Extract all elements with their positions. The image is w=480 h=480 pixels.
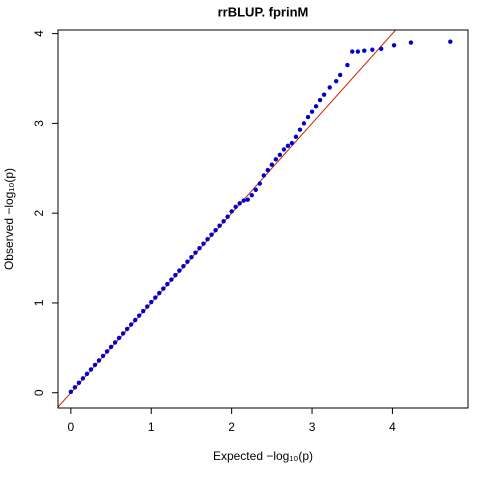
point (337, 72, 343, 78)
point (261, 173, 267, 178)
point (100, 353, 106, 359)
reference-line (58, 30, 397, 408)
point (249, 193, 254, 198)
point (96, 358, 102, 363)
point (269, 162, 275, 167)
point (72, 385, 78, 390)
point (225, 214, 230, 219)
point (253, 187, 258, 193)
point (241, 198, 246, 203)
point (301, 121, 307, 126)
point (350, 49, 355, 54)
point (193, 250, 198, 255)
point (169, 277, 174, 282)
y-tick-label: 0 (32, 389, 46, 396)
x-tick-label: 0 (68, 420, 75, 434)
point (345, 62, 350, 68)
point (68, 389, 74, 395)
y-tick-label: 3 (32, 120, 46, 127)
point (237, 201, 242, 206)
point (362, 48, 367, 53)
point (265, 167, 271, 173)
point (189, 254, 194, 260)
point (157, 290, 162, 296)
point (153, 295, 158, 300)
point (149, 299, 154, 305)
point (289, 140, 295, 146)
y-tick-label: 1 (32, 299, 46, 306)
point (104, 349, 110, 354)
point (145, 304, 150, 309)
point (132, 317, 138, 323)
x-tick-label: 2 (228, 420, 235, 434)
point (355, 49, 361, 54)
point (141, 308, 146, 314)
point (201, 241, 206, 246)
point (108, 344, 114, 350)
point (217, 223, 222, 228)
point (173, 272, 178, 278)
point (197, 245, 202, 251)
x-tick-label: 1 (148, 420, 155, 434)
point (181, 263, 186, 269)
point (120, 331, 126, 336)
point (88, 367, 94, 372)
point (229, 209, 234, 214)
point (257, 181, 262, 186)
point (309, 109, 315, 114)
point (293, 134, 299, 140)
point (76, 380, 82, 386)
point (221, 219, 226, 224)
point (233, 204, 238, 210)
y-axis-label: Observed −log₁₀(p) (2, 168, 16, 270)
point (370, 47, 375, 52)
point (327, 85, 332, 90)
point (321, 92, 327, 97)
point (185, 259, 190, 264)
point (165, 281, 170, 287)
point (209, 232, 214, 237)
point (136, 313, 142, 318)
point (313, 104, 319, 109)
point (333, 78, 339, 84)
x-tick-label: 4 (389, 420, 396, 434)
point (92, 362, 98, 368)
point (391, 43, 397, 48)
point (297, 127, 303, 132)
point (116, 335, 122, 341)
point (205, 237, 210, 242)
x-axis-label: Expected −log₁₀(p) (213, 449, 313, 463)
point (128, 322, 134, 327)
point (408, 40, 414, 45)
point (273, 157, 279, 162)
point (448, 39, 453, 44)
point (317, 97, 323, 103)
point (285, 143, 291, 149)
point (80, 376, 86, 381)
point (277, 152, 283, 158)
point (281, 147, 287, 152)
point (177, 268, 182, 273)
point (305, 114, 311, 120)
point (112, 340, 118, 345)
point (84, 371, 90, 377)
point (213, 228, 218, 233)
plot-frame (57, 29, 469, 409)
y-tick-label: 4 (32, 30, 46, 37)
point (378, 46, 384, 52)
chart-title: rrBLUP. fprinM (218, 4, 309, 19)
y-tick-label: 2 (32, 210, 46, 217)
x-tick-label: 3 (309, 420, 316, 434)
point (124, 326, 130, 332)
point (161, 286, 166, 291)
point (245, 197, 250, 202)
